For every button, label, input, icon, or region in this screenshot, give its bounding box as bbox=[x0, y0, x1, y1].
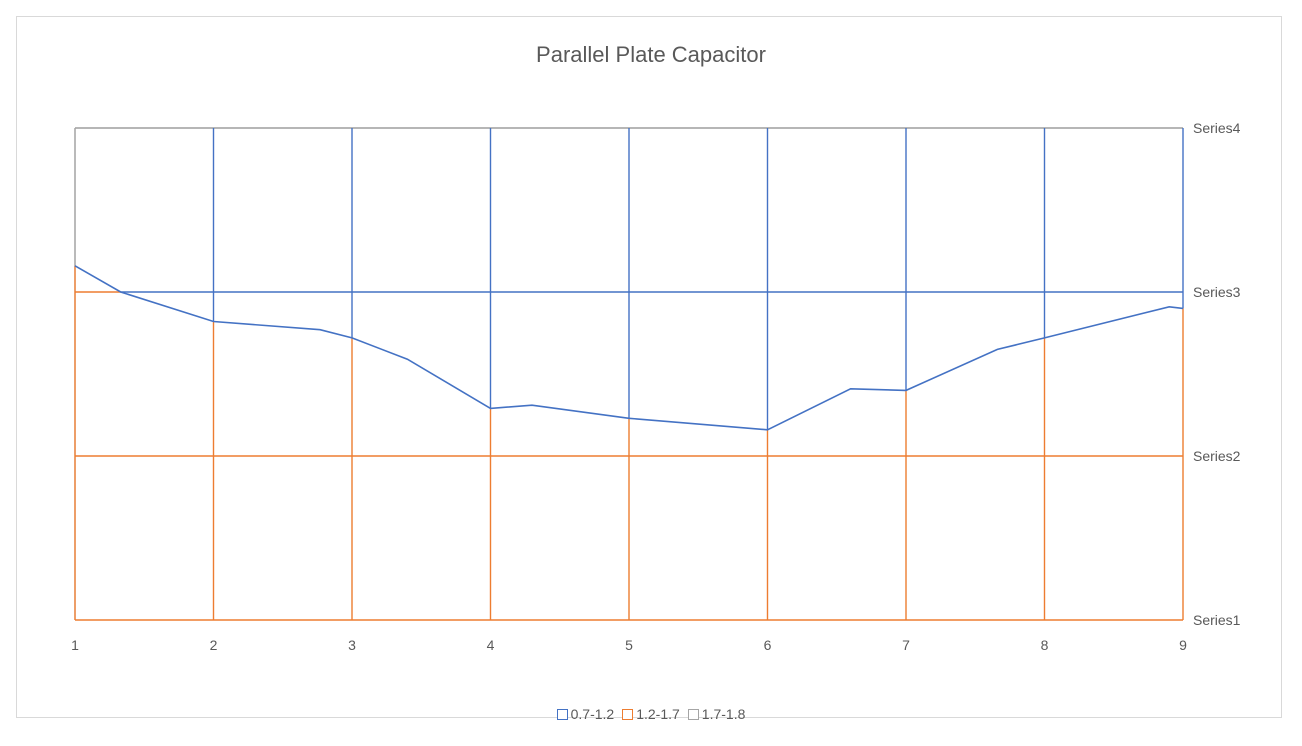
x-tick-label: 6 bbox=[764, 637, 772, 653]
legend-swatch bbox=[556, 708, 568, 720]
legend-label: 1.7-1.8 bbox=[701, 706, 746, 722]
chart-title: Parallel Plate Capacitor bbox=[536, 42, 766, 67]
x-tick-label: 7 bbox=[902, 637, 910, 653]
chart-area bbox=[16, 16, 1282, 718]
y-tick-label: Series4 bbox=[1193, 120, 1241, 136]
legend: 0.7-1.2 1.2-1.7 1.7-1.8 bbox=[0, 706, 1302, 723]
y-tick-label: Series1 bbox=[1193, 612, 1241, 628]
contour-line-1-2 bbox=[74, 265, 1184, 431]
legend-label: 1.2-1.7 bbox=[636, 706, 680, 722]
legend-label: 0.7-1.2 bbox=[570, 706, 615, 722]
y-tick-label: Series2 bbox=[1193, 448, 1241, 464]
legend-swatch bbox=[687, 708, 699, 720]
legend-item: 1.7-1.8 bbox=[687, 706, 746, 722]
x-tick-label: 3 bbox=[348, 637, 356, 653]
x-tick-label: 8 bbox=[1041, 637, 1049, 653]
x-tick-label: 9 bbox=[1179, 637, 1187, 653]
x-tick-label: 2 bbox=[210, 637, 218, 653]
legend-swatch bbox=[622, 708, 634, 720]
x-tick-label: 5 bbox=[625, 637, 633, 653]
x-tick-label: 1 bbox=[71, 637, 79, 653]
y-tick-label: Series3 bbox=[1193, 284, 1241, 300]
legend-item: 1.2-1.7 bbox=[622, 706, 680, 722]
x-tick-label: 4 bbox=[487, 637, 495, 653]
legend-item: 0.7-1.2 bbox=[556, 706, 615, 722]
